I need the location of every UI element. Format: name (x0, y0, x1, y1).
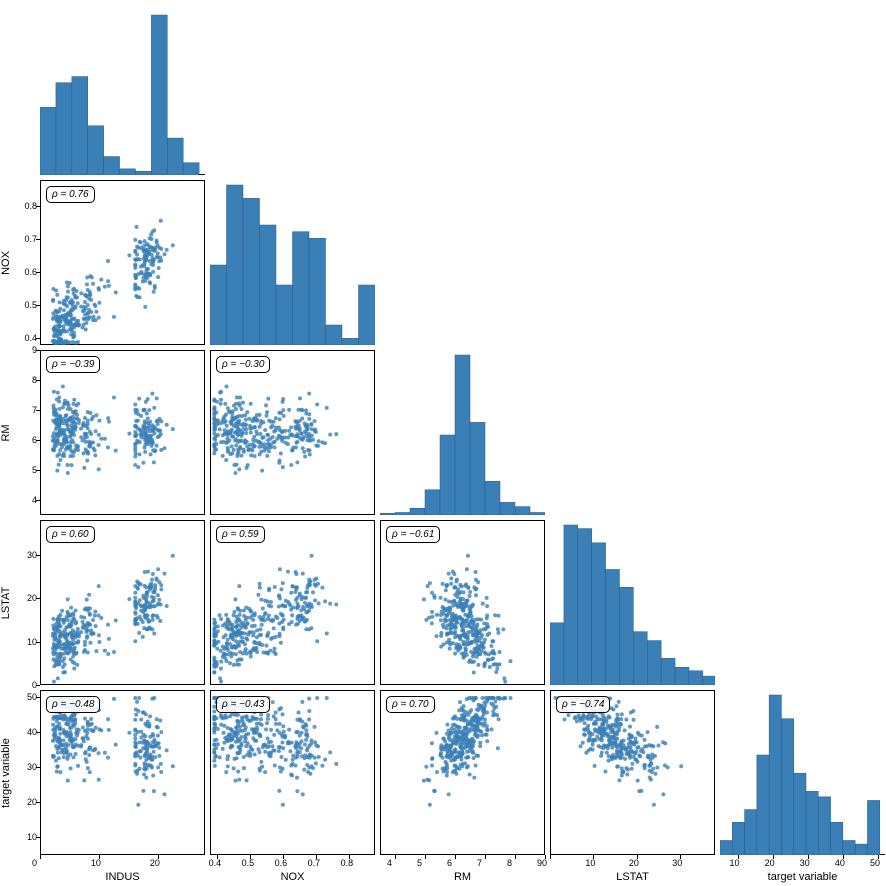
scatter-target variable-vs-NOX: ρ = −0.43 (210, 690, 375, 855)
xtick-label: 0 (542, 858, 547, 868)
scatter-LSTAT-vs-RM: ρ = −0.61 (380, 520, 545, 685)
scatter-LSTAT-vs-NOX: ρ = 0.59 (210, 520, 375, 685)
hist-RM (380, 350, 545, 515)
x-axis-label: NOX (281, 871, 305, 883)
xtick-label: 20 (150, 858, 160, 868)
rho-label: ρ = 0.76 (46, 186, 95, 203)
xtick-label: 10 (730, 858, 740, 868)
rho-label: ρ = −0.48 (46, 696, 100, 713)
scatter-RM-vs-NOX: ρ = −0.30 (210, 350, 375, 515)
x-axis-label: LSTAT (616, 871, 649, 883)
hist-target variable (720, 690, 885, 855)
xtick-label: 30 (800, 858, 810, 868)
y-axis-label: NOX (0, 251, 12, 275)
xtick-label: 40 (835, 858, 845, 868)
xtick-label: 7 (477, 858, 482, 868)
xtick-label: 0.5 (242, 858, 255, 868)
scatter-NOX-vs-INDUS: ρ = 0.76 (40, 180, 205, 345)
y-axis-label: LSTAT (0, 586, 12, 619)
scatter-target variable-vs-INDUS: ρ = −0.48 (40, 690, 205, 855)
rho-label: ρ = −0.74 (556, 696, 610, 713)
xtick-label: 20 (629, 858, 639, 868)
hist-INDUS (40, 10, 205, 175)
rho-label: ρ = 0.60 (46, 526, 95, 543)
xtick-label: 50 (870, 858, 880, 868)
xtick-label: 0.7 (308, 858, 321, 868)
xtick-label: 30 (672, 858, 682, 868)
scatter-target variable-vs-RM: ρ = 0.70 (380, 690, 545, 855)
hist-NOX (210, 180, 375, 345)
y-axis-label: RM (0, 424, 12, 441)
xtick-label: 20 (765, 858, 775, 868)
rho-label: ρ = −0.30 (216, 356, 270, 373)
xtick-label: 6 (447, 858, 452, 868)
rho-label: ρ = −0.43 (216, 696, 270, 713)
xtick-label: 4 (387, 858, 392, 868)
xtick-label: 8 (507, 858, 512, 868)
pairplot-figure: ρ = 0.76 0.4 0.5 0.6 0.7 0.8 NOX ρ = −0.39 4 5 6 7 8… (0, 0, 886, 886)
scatter-target variable-vs-LSTAT: ρ = −0.74 (550, 690, 715, 855)
rho-label: ρ = 0.70 (386, 696, 435, 713)
xtick-label: 0 (32, 858, 37, 868)
y-axis-label: target variable (0, 738, 12, 808)
x-axis-label: RM (454, 871, 471, 883)
scatter-LSTAT-vs-INDUS: ρ = 0.60 (40, 520, 205, 685)
x-axis-label: INDUS (105, 871, 139, 883)
scatter-RM-vs-INDUS: ρ = −0.39 (40, 350, 205, 515)
xtick-label: 10 (91, 858, 101, 868)
xtick-label: 10 (585, 858, 595, 868)
xtick-label: 0.8 (341, 858, 354, 868)
rho-label: ρ = −0.61 (386, 526, 440, 543)
xtick-label: 0.6 (275, 858, 288, 868)
xtick-label: 5 (417, 858, 422, 868)
rho-label: ρ = −0.39 (46, 356, 100, 373)
hist-LSTAT (550, 520, 715, 685)
rho-label: ρ = 0.59 (216, 526, 265, 543)
xtick-label: 0.4 (209, 858, 222, 868)
x-axis-label: target variable (768, 871, 838, 883)
